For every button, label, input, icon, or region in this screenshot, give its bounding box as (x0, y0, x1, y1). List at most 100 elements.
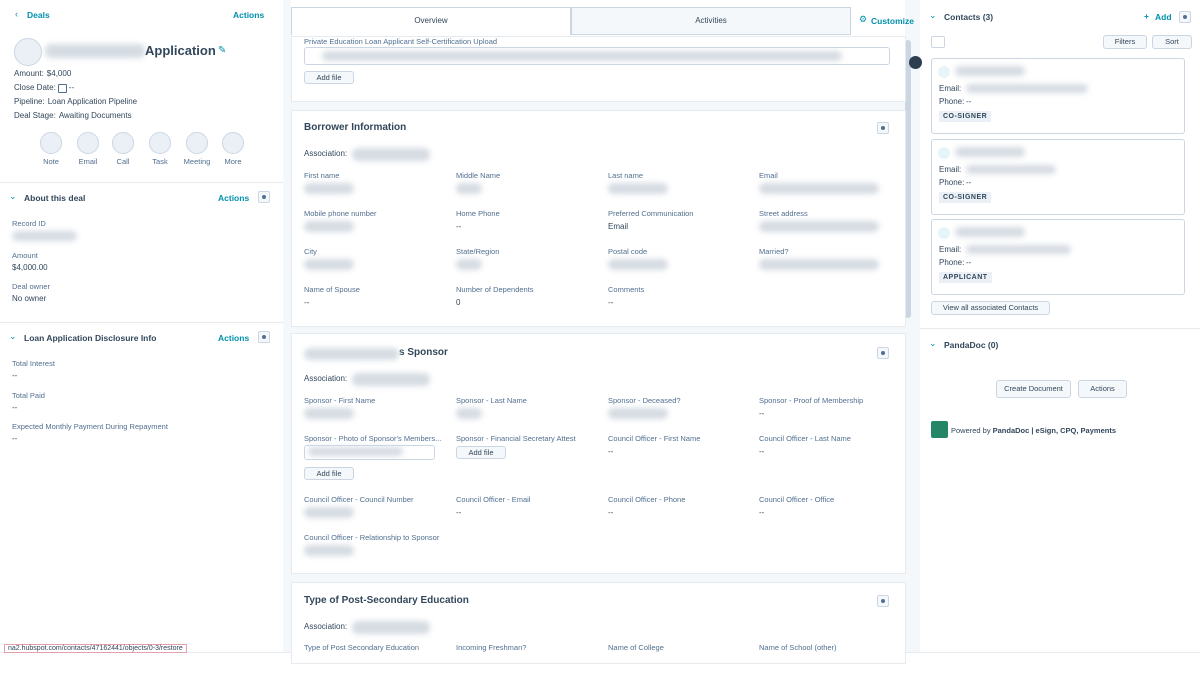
quick-action-button[interactable] (40, 132, 62, 154)
quick-action-label: Task (152, 157, 168, 166)
section-title[interactable]: Loan Application Disclosure Info (24, 333, 157, 343)
contact-avatar (938, 66, 950, 78)
section-title[interactable]: About this deal (24, 193, 86, 203)
sort-button[interactable]: Sort (1152, 35, 1192, 49)
quick-action-button[interactable] (77, 132, 99, 154)
contact-avatar (938, 227, 950, 239)
quick-action-label: Meeting (183, 157, 211, 166)
field-value: -- (608, 508, 614, 517)
redacted (955, 146, 1025, 157)
section-title: s Sponsor (399, 347, 448, 358)
quick-action-button[interactable] (149, 132, 171, 154)
field-label: Private Education Loan Applicant Self-Ce… (304, 37, 498, 46)
field-label: Sponsor - Last Name (456, 396, 527, 405)
field-label: Postal code (608, 247, 648, 256)
powered-by: Powered by (951, 426, 991, 435)
actions-menu[interactable]: Actions (233, 10, 265, 20)
association-label: Association: (304, 622, 348, 631)
phone-value: -- (966, 97, 972, 106)
field-label: Name of College (608, 643, 664, 652)
status-url: na2.hubspot.com/contacts/47162441/object… (4, 644, 187, 653)
back-link[interactable]: Deals (27, 10, 50, 20)
add-plus: + (1144, 11, 1149, 21)
calendar-icon (57, 84, 67, 93)
add-file-button[interactable]: Add file (456, 446, 506, 459)
field-value: 0 (456, 298, 461, 307)
field-label: Middle Name (456, 171, 501, 180)
tab-label[interactable]: Overview (414, 16, 448, 25)
field-label: Married? (759, 247, 789, 256)
field-value: -- (608, 298, 614, 307)
section-actions[interactable]: Actions (218, 333, 250, 343)
redacted (955, 66, 1025, 76)
redacted (304, 259, 354, 270)
field-label: First name (304, 171, 340, 180)
tab-label[interactable]: Activities (695, 16, 727, 25)
redacted (966, 164, 1056, 174)
view-all-button[interactable]: View all associated Contacts (931, 301, 1050, 315)
redacted (304, 221, 354, 232)
add-button[interactable]: Add (1155, 12, 1172, 22)
field-label: Council Officer - Relationship to Sponso… (304, 533, 440, 542)
settings-button[interactable] (877, 122, 889, 134)
field-label: Council Officer - Email (456, 495, 531, 504)
summary-value: -- (68, 83, 75, 92)
field-value: -- (12, 434, 18, 443)
quick-action-button[interactable] (222, 132, 244, 154)
summary-label: Amount: (14, 69, 44, 78)
field-label: Council Officer - Phone (608, 495, 686, 504)
field-value: $4,000.00 (12, 262, 48, 272)
chevron: ⌄ (9, 331, 17, 341)
actions-button[interactable]: Actions (1078, 380, 1127, 398)
redacted (608, 183, 668, 194)
field-label: Mobile phone number (304, 209, 377, 218)
divider (283, 0, 291, 652)
create-document-button[interactable]: Create Document (996, 380, 1071, 398)
field-label: Sponsor - Proof of Membership (759, 396, 864, 405)
field-label: Expected Monthly Payment During Repaymen… (12, 422, 168, 431)
field-label: Council Officer - Office (759, 495, 835, 504)
phone-label: Phone: (939, 177, 965, 187)
summary-label: Close Date: (14, 83, 56, 92)
quick-action-label: Call (116, 157, 130, 166)
redacted (759, 183, 879, 194)
settings-button[interactable] (1179, 11, 1191, 23)
quick-action-label: Note (43, 157, 59, 166)
back-arrow: ‹ (15, 9, 18, 19)
field-value: -- (759, 447, 765, 456)
redacted (308, 447, 403, 456)
field-value: -- (608, 447, 614, 456)
rule (0, 322, 283, 323)
search-button[interactable] (931, 36, 945, 48)
panel-title[interactable]: PandaDoc (0) (944, 340, 999, 350)
role-tag: CO-SIGNER (939, 191, 992, 203)
add-file-button[interactable]: Add file (304, 71, 354, 84)
avatar (14, 38, 42, 66)
redacted (759, 221, 879, 232)
settings-button[interactable] (877, 347, 889, 359)
role-tag: CO-SIGNER (939, 111, 992, 122)
redacted (456, 183, 482, 194)
quick-action-button[interactable] (186, 132, 208, 154)
panel-title[interactable]: Contacts (3) (944, 12, 994, 22)
settings-button[interactable] (877, 595, 889, 607)
section-actions[interactable]: Actions (218, 193, 250, 203)
settings-button[interactable] (258, 331, 270, 343)
quick-action-button[interactable] (112, 132, 134, 154)
quick-action-label: More (224, 157, 242, 166)
brand: PandaDoc | eSign, CPQ, Payments (992, 426, 1116, 435)
field-label: State/Region (456, 247, 500, 256)
settings-button[interactable] (258, 191, 270, 203)
redacted (322, 51, 842, 61)
summary-value: Loan Application Pipeline (47, 97, 138, 106)
field-label: Name of School (other) (759, 643, 837, 652)
redacted (304, 507, 354, 518)
filters-button[interactable]: Filters (1103, 35, 1147, 49)
add-file-button[interactable]: Add file (304, 467, 354, 480)
customize-button[interactable]: Customize (871, 16, 914, 26)
tab (571, 7, 851, 35)
field-label: Number of Dependents (456, 285, 534, 294)
section-title: Borrower Information (304, 122, 407, 133)
field-label: Amount (12, 250, 38, 260)
field-value: -- (456, 508, 462, 517)
